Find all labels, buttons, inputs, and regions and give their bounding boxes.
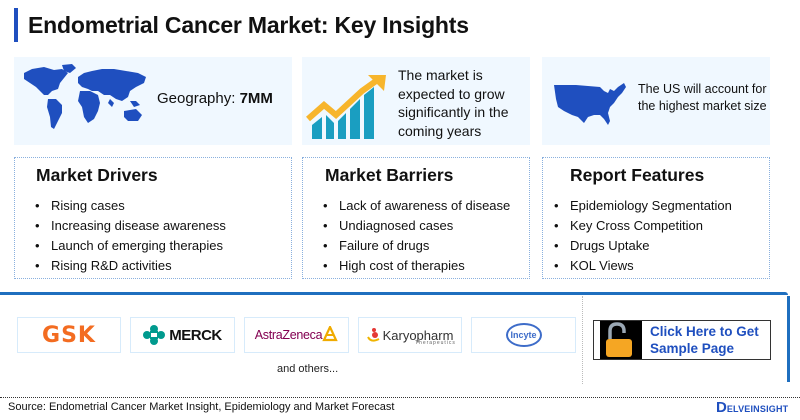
astrazeneca-logo-text: AstraZeneca (254, 328, 323, 342)
cta-label: Click Here to Get Sample Page (642, 321, 759, 359)
gsk-logo-text: GSK (42, 322, 96, 348)
report-features-list: Epidemiology Segmentation Key Cross Comp… (552, 196, 732, 276)
growth-text: The market is expected to grow significa… (398, 67, 509, 139)
vertical-separator (582, 296, 583, 384)
karyopharm-emblem-icon (366, 328, 380, 342)
source-text: Source: Endometrial Cancer Market Insigh… (8, 401, 395, 413)
title-accent-bar (14, 8, 18, 42)
list-item: Drugs Uptake (552, 236, 732, 256)
list-item: KOL Views (552, 256, 732, 276)
others-label: and others... (277, 363, 339, 375)
world-map-icon (24, 64, 146, 129)
merck-emblem-icon (143, 325, 166, 345)
growth-card: The market is expected to grow significa… (302, 57, 530, 145)
us-map-icon (554, 83, 626, 125)
list-item: Key Cross Competition (552, 216, 732, 236)
market-drivers-list: Rising cases Increasing disease awarenes… (33, 196, 226, 276)
geography-label: Geography: (157, 90, 240, 107)
list-item: Launch of emerging therapies (33, 236, 226, 256)
market-barriers-panel: Market Barriers Lack of awareness of dis… (302, 157, 530, 279)
list-item: Failure of drugs (321, 236, 510, 256)
page-title: Endometrial Cancer Market: Key Insights (28, 12, 469, 38)
list-item: High cost of therapies (321, 256, 510, 276)
list-item: Epidemiology Segmentation (552, 196, 732, 216)
growth-chart-icon (306, 75, 386, 139)
astrazeneca-emblem-icon (322, 326, 339, 342)
us-text: The US will account for the highest mark… (638, 82, 767, 113)
delveinsight-logo: D ELVEINSIGHT (716, 400, 788, 415)
incyte-logo-text: Incyte (510, 330, 537, 340)
market-barriers-list: Lack of awareness of disease Undiagnosed… (321, 196, 510, 276)
logo-karyopharm: Karyopharm Therapeutics (358, 317, 462, 353)
list-item: Increasing disease awareness (33, 216, 226, 236)
section-divider-vertical (787, 296, 790, 382)
karyopharm-logo-text: Karyopharm (382, 327, 454, 343)
market-drivers-panel: Market Drivers Rising cases Increasing d… (14, 157, 292, 279)
logo-astrazeneca: AstraZeneca (244, 317, 349, 353)
logo-incyte: Incyte (471, 317, 576, 353)
brand-name: ELVEINSIGHT (726, 404, 789, 414)
cta-label-line2: Sample Page (650, 341, 735, 356)
list-item: Rising R&D activities (33, 256, 226, 276)
brand-initial: D (716, 399, 727, 416)
market-drivers-title: Market Drivers (36, 165, 158, 185)
list-item: Rising cases (33, 196, 226, 216)
geography-card: Geography: 7MM (14, 57, 292, 145)
report-features-title: Report Features (570, 165, 705, 185)
unlock-icon (600, 321, 642, 359)
list-item: Undiagnosed cases (321, 216, 510, 236)
cta-label-line1: Click Here to Get (650, 324, 759, 339)
get-sample-page-button[interactable]: Click Here to Get Sample Page (593, 320, 771, 360)
footer-divider (0, 397, 800, 398)
karyopharm-subtitle: Therapeutics (415, 340, 456, 346)
section-divider (0, 292, 788, 295)
list-item: Lack of awareness of disease (321, 196, 510, 216)
logo-merck: MERCK (130, 317, 235, 353)
merck-logo-text: MERCK (169, 326, 222, 344)
logo-gsk: GSK (17, 317, 121, 353)
geography-value: 7MM (239, 90, 273, 107)
market-barriers-title: Market Barriers (325, 165, 454, 185)
incyte-ring-icon: Incyte (505, 323, 542, 347)
geography-text: Geography: 7MM (157, 90, 273, 107)
us-card: The US will account for the highest mark… (542, 57, 770, 145)
report-features-panel: Report Features Epidemiology Segmentatio… (542, 157, 770, 279)
